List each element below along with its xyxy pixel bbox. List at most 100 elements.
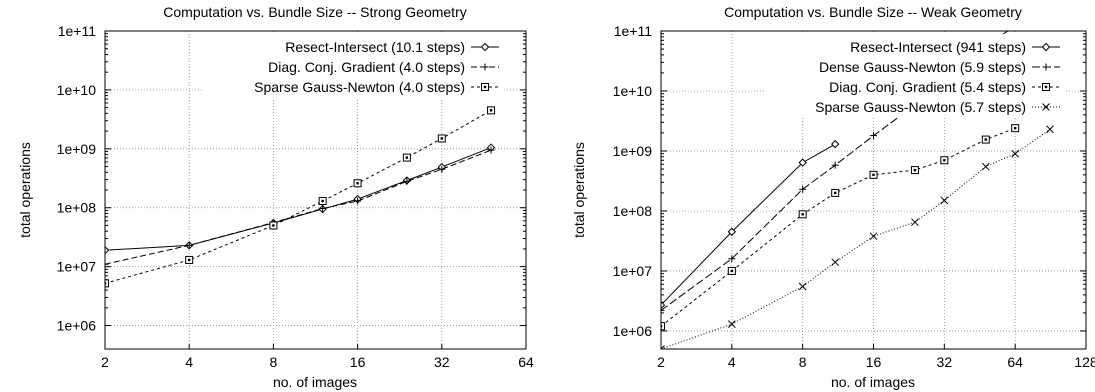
data-point [870, 132, 877, 140]
data-point [661, 306, 665, 314]
data-point [831, 161, 839, 169]
y-tick-label: 1e+08 [613, 203, 653, 219]
data-point [981, 135, 990, 144]
y-tick-label: 1e+06 [57, 318, 97, 334]
y-tick-label: 1e+09 [613, 143, 653, 159]
legend-background [764, 34, 1064, 118]
data-point [437, 134, 446, 143]
series-0 [105, 143, 496, 255]
series-line [661, 127, 1016, 327]
data-point [661, 322, 665, 331]
data-point [831, 139, 840, 149]
x-axis-label: no. of images [273, 374, 357, 390]
x-tick-label: 64 [518, 354, 534, 370]
legend-marker [1041, 42, 1051, 52]
data-point [940, 156, 949, 165]
y-tick-label: 1e+11 [614, 23, 652, 39]
data-point [1046, 125, 1054, 134]
x-tick-label: 8 [270, 354, 278, 370]
data-point [438, 165, 446, 173]
legend-label: Dense Gauss-Newton (5.9 steps) [819, 59, 1026, 75]
data-point [319, 205, 327, 213]
data-point [269, 221, 278, 230]
series-line [105, 147, 492, 251]
data-point [105, 279, 109, 288]
data-point [487, 106, 496, 115]
data-point [727, 227, 737, 236]
data-point [798, 158, 807, 167]
data-point [727, 266, 736, 275]
chart-strong-geometry: Computation vs. Bundle Size -- Strong Ge… [17, 4, 534, 390]
data-point [105, 260, 109, 268]
data-point [318, 197, 327, 206]
x-tick-label: 16 [866, 354, 882, 370]
data-point [353, 179, 362, 188]
y-tick-label: 1e+11 [58, 23, 96, 39]
legend-label: Sparse Gauss-Newton (5.7 steps) [815, 99, 1026, 115]
series-line [105, 149, 492, 265]
series-3 [661, 125, 1054, 349]
series-1 [105, 146, 495, 268]
legend-label: Diag. Conj. Gradient (5.4 steps) [829, 79, 1026, 95]
y-tick-label: 1e+07 [613, 263, 653, 279]
legend-marker [1042, 103, 1050, 111]
y-axis-label: total operations [17, 142, 33, 238]
y-tick-label: 1e+10 [613, 83, 653, 99]
series-2 [661, 124, 1020, 331]
chart-title: Computation vs. Bundle Size -- Weak Geom… [724, 4, 1022, 20]
series-2 [105, 106, 496, 288]
legend-label: Resect-Intersect (941 steps) [850, 39, 1026, 55]
x-tick-label: 8 [799, 354, 807, 370]
y-tick-label: 1e+09 [57, 141, 97, 157]
x-tick-label: 4 [185, 354, 193, 370]
legend-label: Sparse Gauss-Newton (4.0 steps) [254, 79, 465, 95]
data-point [185, 241, 193, 249]
legend-marker [1042, 83, 1050, 91]
data-point [831, 258, 840, 267]
y-tick-label: 1e+07 [57, 259, 97, 275]
data-point [798, 282, 807, 291]
data-point [402, 153, 411, 162]
x-tick-label: 16 [350, 354, 366, 370]
plot-frame [660, 30, 1087, 350]
data-point [487, 146, 495, 154]
data-point [910, 166, 919, 175]
y-tick-label: 1e+10 [57, 82, 97, 98]
legend-label: Resect-Intersect (10.1 steps) [285, 39, 465, 55]
data-point [403, 177, 411, 185]
data-point [1011, 149, 1020, 158]
legend-marker [480, 42, 490, 52]
plot-frame [104, 30, 527, 350]
data-point [728, 255, 736, 263]
series-line [105, 109, 492, 284]
x-tick-label: 32 [434, 354, 450, 370]
data-point [1011, 124, 1020, 133]
chart-weak-geometry: Computation vs. Bundle Size -- Weak Geom… [571, 4, 1095, 390]
x-tick-label: 4 [728, 354, 736, 370]
x-axis-label: no. of images [831, 374, 915, 390]
x-tick-label: 2 [101, 354, 109, 370]
legend-marker [1042, 63, 1050, 71]
data-point [661, 300, 666, 310]
legend-marker [481, 83, 489, 91]
legend-label: Diag. Conj. Gradient (4.0 steps) [268, 59, 465, 75]
data-point [354, 197, 362, 205]
data-point [911, 218, 919, 227]
data-point [661, 345, 665, 349]
data-point [831, 188, 840, 197]
x-tick-label: 2 [657, 354, 665, 370]
data-point [727, 320, 736, 328]
data-point [869, 170, 878, 179]
data-point [981, 162, 990, 171]
data-point [105, 246, 110, 255]
y-tick-label: 1e+08 [57, 200, 97, 216]
y-axis-label: total operations [571, 142, 587, 238]
legend-background [203, 34, 503, 98]
series-0 [661, 139, 840, 310]
data-point [799, 185, 807, 193]
data-point [185, 255, 194, 264]
x-tick-label: 32 [937, 354, 953, 370]
chart-title: Computation vs. Bundle Size -- Strong Ge… [163, 4, 466, 20]
y-tick-label: 1e+06 [613, 323, 653, 339]
